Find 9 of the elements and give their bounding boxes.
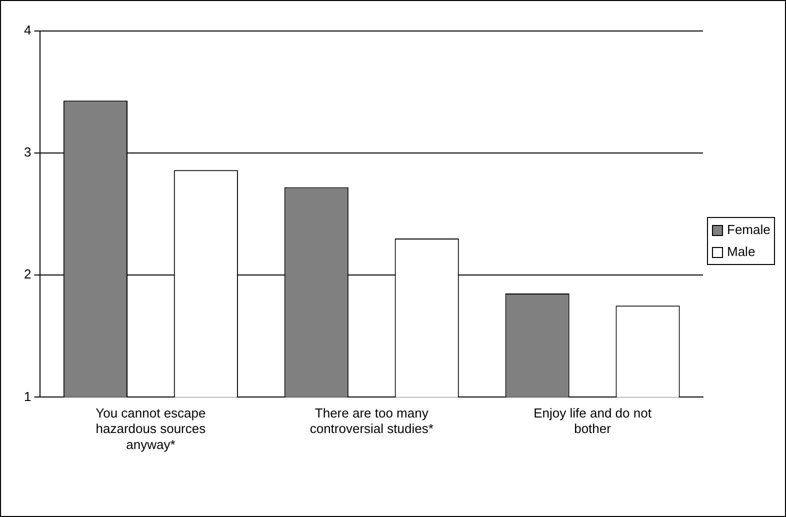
- x-tick-label: There are too many controversial studies*: [310, 406, 434, 436]
- x-tick-label: Enjoy life and do not bother: [534, 406, 652, 436]
- legend-label: Female: [727, 221, 770, 239]
- y-tick-label: 3: [24, 144, 32, 160]
- x-tick-label: You cannot escape hazardous sources anyway*: [96, 406, 206, 452]
- y-tick-label: 1: [24, 388, 32, 404]
- y-tick-label: 2: [24, 266, 32, 282]
- y-tick-label: 4: [24, 22, 32, 38]
- text: Male: [727, 243, 756, 261]
